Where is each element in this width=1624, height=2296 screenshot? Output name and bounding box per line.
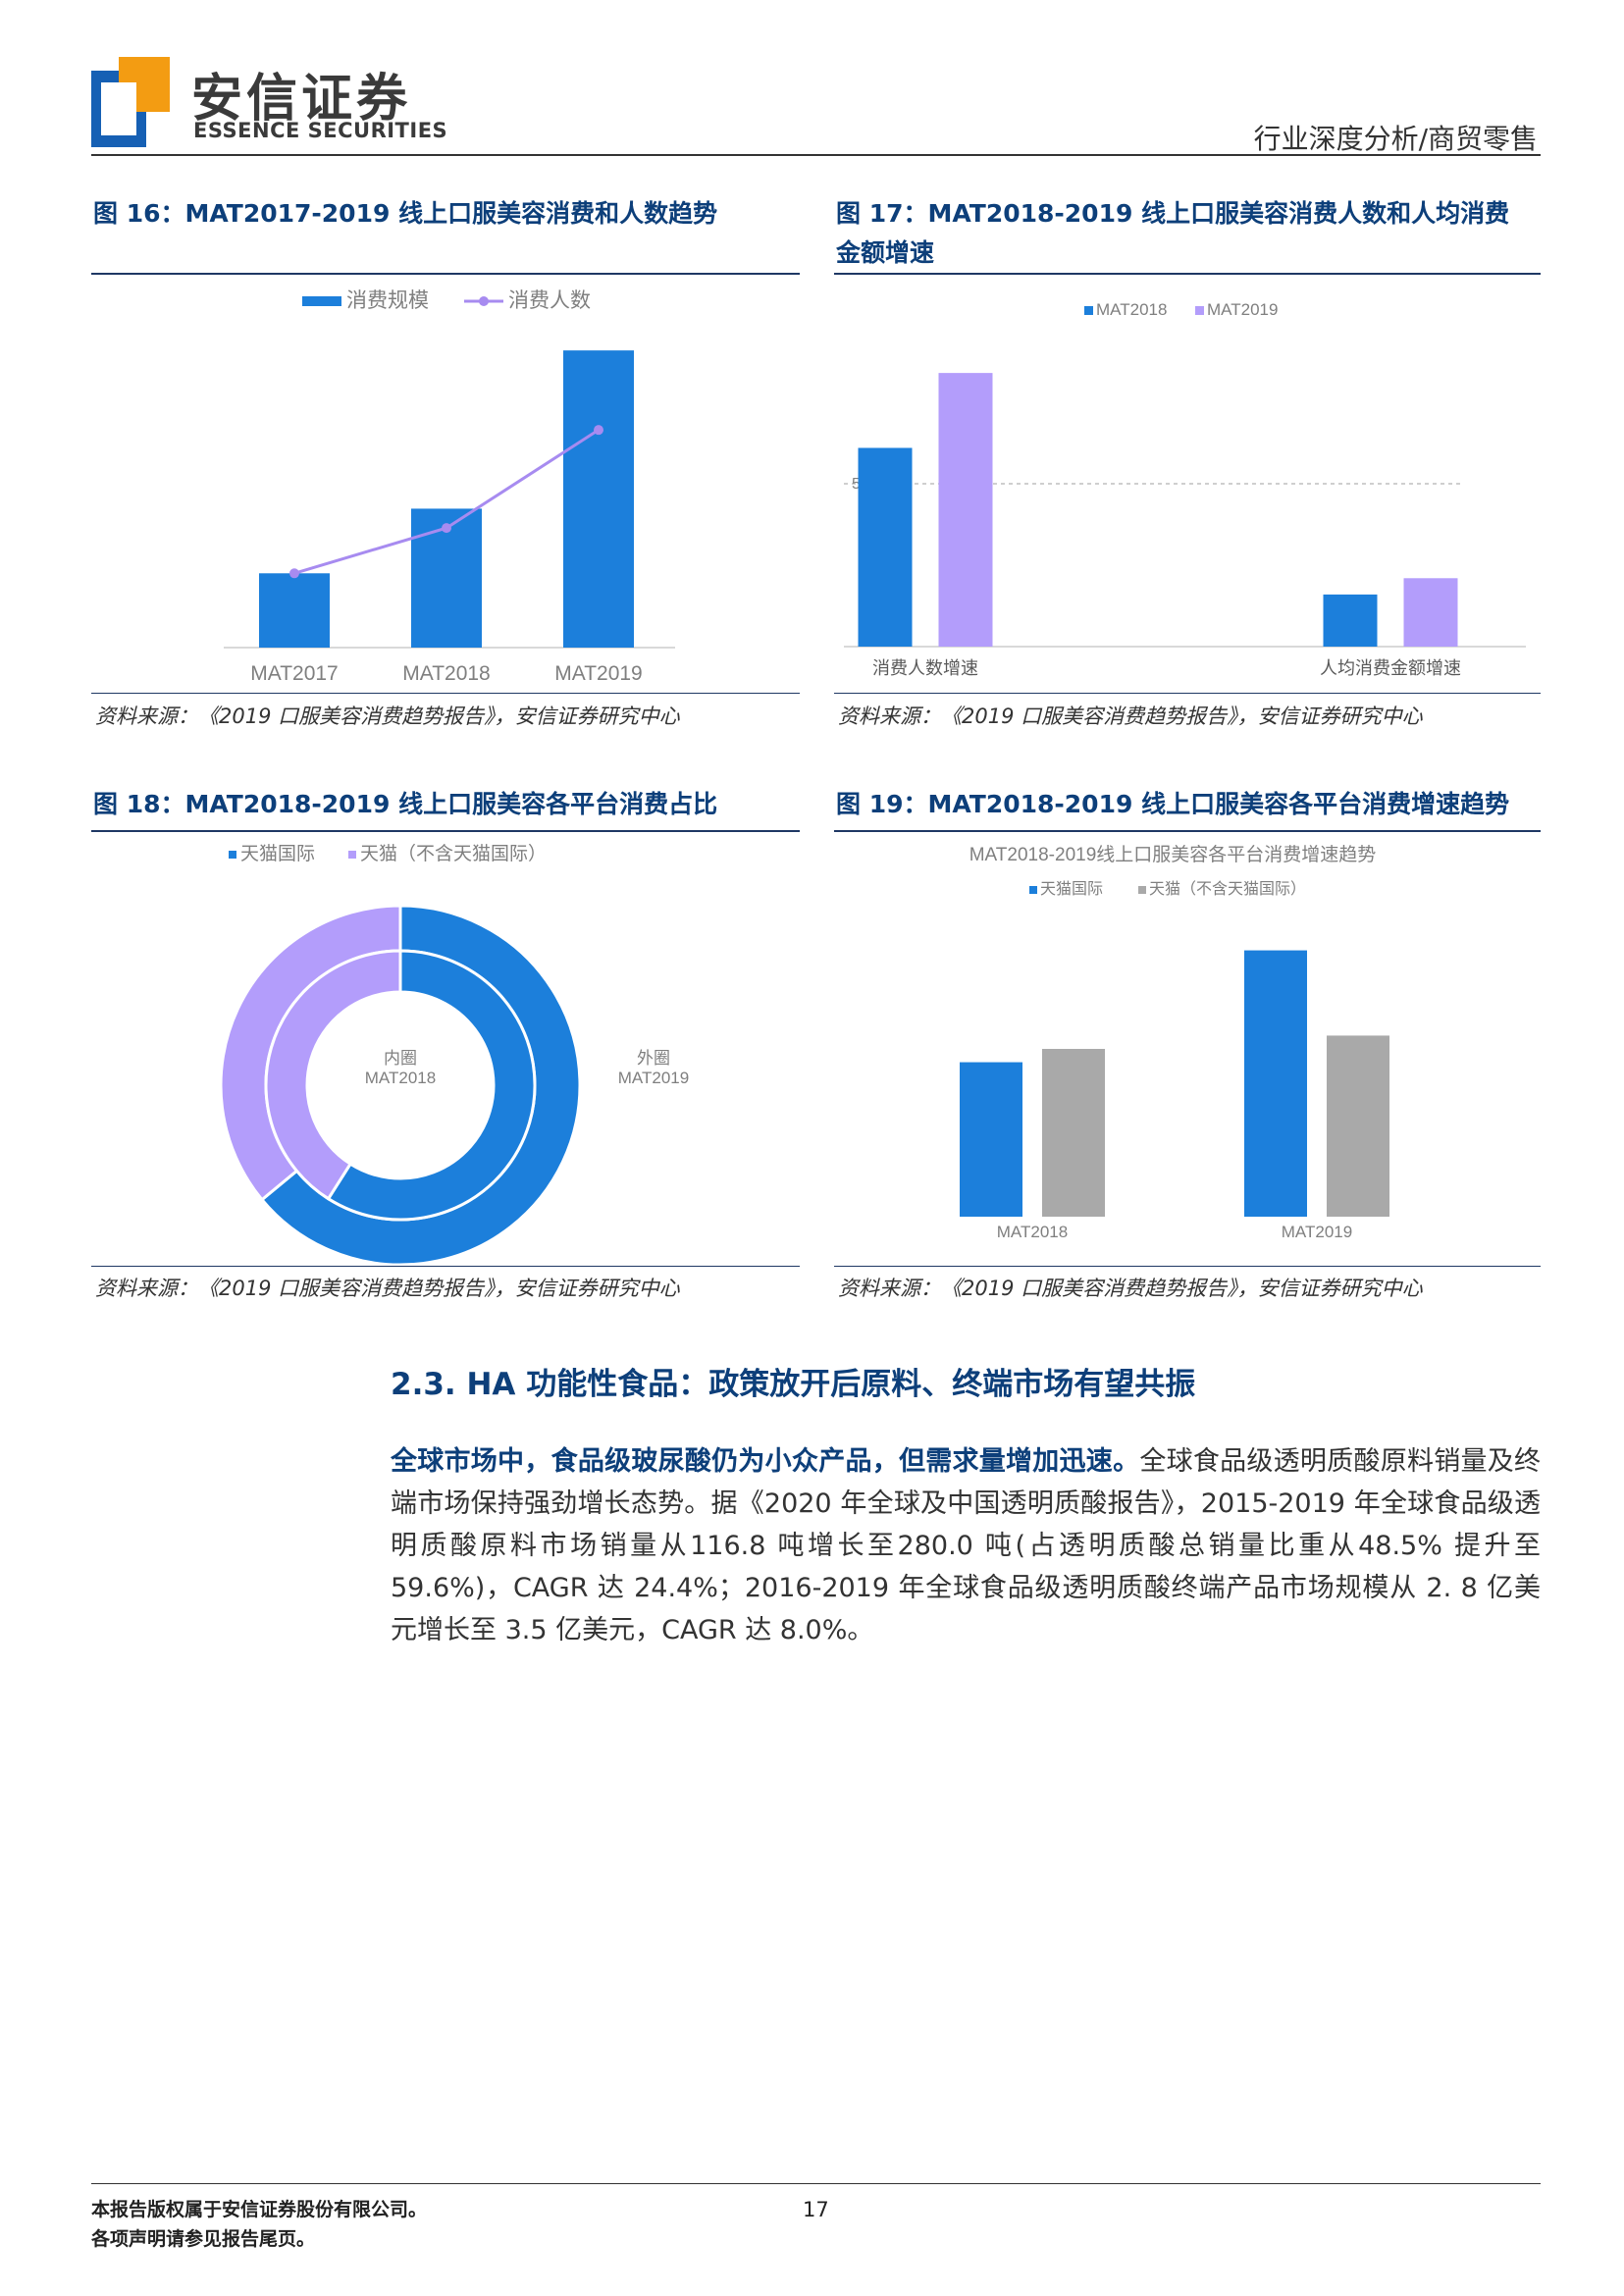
footer-copyright: 本报告版权属于安信证券股份有限公司。 (91, 2199, 428, 2220)
brand-name-cn: 安信证券 (191, 70, 412, 129)
legend-label: 天猫（不含天猫国际） (360, 843, 547, 864)
inner-ring-label-top: 内圈 (384, 1049, 417, 1068)
section-heading: 2.3. HA 功能性食品：政策放开后原料、终端市场有望共振 (391, 1367, 1196, 1402)
outer-ring-label-top: 外圈 (637, 1049, 670, 1068)
figure-17-source: 资料来源：《2019 口服美容消费趋势报告》，安信证券研究中心 (838, 704, 1423, 728)
bar-tmall (1327, 1035, 1389, 1217)
legend-swatch (1195, 306, 1204, 315)
legend-swatch (229, 851, 236, 859)
inner-ring-label-bottom: MAT2018 (365, 1069, 436, 1087)
x-tick-label: 消费人数增速 (872, 658, 978, 678)
line-point (594, 425, 603, 436)
report-category: 行业深度分析/商贸零售 (1253, 123, 1538, 155)
bar-mat2019 (563, 350, 634, 648)
figure-19-chart: MAT2018-2019线上口服美容各平台消费增速趋势天猫国际 天猫（不含天猫国际… (834, 832, 1541, 1264)
figure-18-title: 图 18：MAT2018-2019 线上口服美容各平台消费占比 (93, 790, 718, 818)
figure-19-title: 图 19：MAT2018-2019 线上口服美容各平台消费增速趋势 (836, 790, 1510, 818)
figure-19-top-rule (834, 830, 1541, 832)
bar-tmall (1042, 1049, 1105, 1217)
x-tick-label: MAT2019 (1282, 1223, 1352, 1241)
legend-label: MAT2018 (1096, 300, 1167, 319)
figure-17-bottom-rule (834, 693, 1541, 694)
header-divider (91, 154, 1541, 156)
x-tick-label: MAT2018 (402, 662, 491, 685)
figure-19-source: 资料来源：《2019 口服美容消费趋势报告》，安信证券研究中心 (838, 1277, 1423, 1300)
figure-16-top-rule (91, 273, 800, 275)
section-paragraph: 全球市场中，食品级玻尿酸仍为小众产品，但需求量增加迅速。全球食品级透明质酸原料销… (391, 1440, 1541, 1651)
figure-18-chart: 天猫国际 天猫（不含天猫国际） 内圈 MAT2018 外圈 MAT2019 (91, 832, 800, 1264)
legend-label: 天猫国际 (240, 843, 315, 864)
figure-16-title: 图 16：MAT2017-2019 线上口服美容消费和人数趋势 (93, 199, 718, 228)
line-point (289, 568, 299, 579)
inner-ring-slice-0 (326, 949, 537, 1222)
figure-19-bottom-rule (834, 1266, 1541, 1267)
line-point (442, 523, 451, 534)
legend-swatch (1138, 886, 1146, 894)
bar-mat2018 (1323, 594, 1378, 647)
figure-16-source: 资料来源：《2019 口服美容消费趋势报告》，安信证券研究中心 (95, 704, 680, 728)
figure-18-bottom-rule (91, 1266, 800, 1267)
legend-swatch (348, 851, 356, 859)
inner-ring-slice-1 (264, 949, 402, 1201)
footer-divider (91, 2183, 1541, 2184)
legend-label-line: 消费人数 (508, 289, 591, 312)
legend-swatch (1029, 886, 1037, 894)
legend-label-bar: 消费规模 (346, 289, 429, 312)
bar-mat2019 (938, 373, 993, 647)
figure-16-chart: 消费规模 消费人数 MAT2017 MAT2018 MAT2019 (91, 277, 800, 689)
x-tick-label: MAT2018 (997, 1223, 1068, 1241)
figure-17-title-line2: 金额增速 (836, 238, 935, 267)
figure-18-source: 资料来源：《2019 口服美容消费趋势报告》，安信证券研究中心 (95, 1277, 680, 1300)
legend-label: 天猫（不含天猫国际） (1149, 880, 1306, 898)
x-tick-label: MAT2019 (554, 662, 643, 685)
legend-swatch-bar (302, 296, 341, 306)
x-tick-label: 人均消费金额增速 (1320, 658, 1461, 678)
brand-name-en: ESSENCE SECURITIES (193, 119, 448, 142)
bar-tmall-global (960, 1062, 1022, 1217)
figure-18-top-rule (91, 830, 800, 832)
bar-mat2019 (1403, 578, 1458, 647)
figure-17-top-rule (834, 273, 1541, 275)
legend-marker-line (479, 296, 489, 306)
bar-tmall-global (1244, 950, 1307, 1217)
bar-mat2017 (259, 573, 330, 648)
figure-17-title-line1: 图 17：MAT2018-2019 线上口服美容消费人数和人均消费 (836, 199, 1510, 228)
legend-label: 天猫国际 (1040, 880, 1103, 898)
paragraph-body: 全球食品级透明质酸原料销量及终端市场保持强劲增长态势。据《2020 年全球及中国… (391, 1446, 1542, 1645)
figure-16-bottom-rule (91, 693, 800, 694)
legend-label: MAT2019 (1207, 300, 1278, 319)
bar-mat2018 (858, 447, 913, 647)
legend-swatch (1084, 306, 1093, 315)
page-number: 17 (803, 2198, 829, 2221)
chart-title: MAT2018-2019线上口服美容各平台消费增速趋势 (969, 844, 1377, 865)
brand-logo-icon (91, 57, 170, 147)
footer-disclaimer: 各项声明请参见报告尾页。 (91, 2228, 316, 2250)
paragraph-lead: 全球市场中，食品级玻尿酸仍为小众产品，但需求量增加迅速。 (391, 1446, 1140, 1477)
x-tick-label: MAT2017 (250, 662, 339, 685)
outer-ring-label-bottom: MAT2019 (618, 1069, 689, 1087)
